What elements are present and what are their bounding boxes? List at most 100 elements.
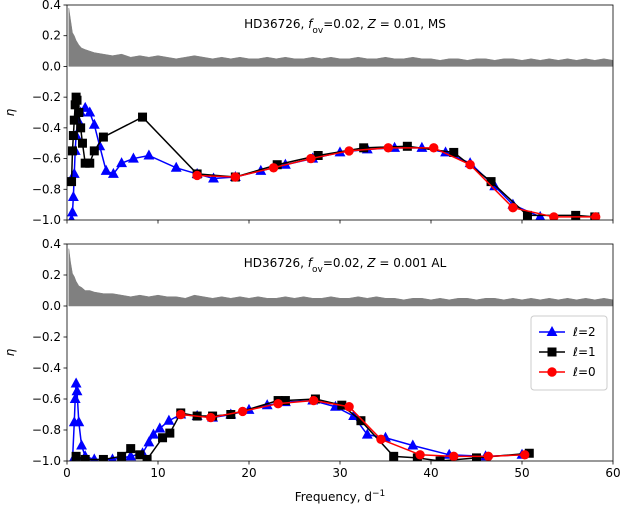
marker xyxy=(359,143,369,153)
marker xyxy=(308,395,319,406)
marker xyxy=(84,106,96,117)
marker xyxy=(88,118,100,129)
marker xyxy=(72,95,82,105)
marker xyxy=(571,210,581,220)
marker xyxy=(80,454,90,461)
plot-area xyxy=(68,248,613,461)
marker xyxy=(268,163,279,173)
legend-label: ℓ=1 xyxy=(572,345,596,359)
y-tick-label: 0.4 xyxy=(42,237,61,251)
legend-marker xyxy=(547,347,557,357)
marker xyxy=(208,172,219,183)
x-tick-label: 40 xyxy=(423,466,438,480)
x-tick-label: 60 xyxy=(605,466,620,480)
y-tick-label: 0.2 xyxy=(42,29,61,43)
marker xyxy=(344,146,354,156)
y-axis-label: η xyxy=(3,108,17,116)
marker xyxy=(483,451,494,461)
y-tick-label: −1.0 xyxy=(32,213,61,227)
marker xyxy=(520,450,530,460)
legend-label: ℓ=0 xyxy=(572,365,596,379)
annotation-part: = 0.01, MS xyxy=(376,17,446,31)
marker xyxy=(98,454,108,461)
marker xyxy=(163,414,175,425)
legend-label: ℓ=2 xyxy=(572,325,596,339)
marker xyxy=(69,115,79,125)
marker xyxy=(116,157,128,168)
y-axis-label: η xyxy=(3,348,17,356)
marker xyxy=(135,450,145,460)
marker xyxy=(67,206,78,217)
marker xyxy=(383,143,393,153)
marker xyxy=(71,451,81,461)
marker xyxy=(549,212,559,220)
marker xyxy=(376,434,386,444)
annotation: HD36726, fov=0.02, Z = 0.001 AL xyxy=(244,256,447,275)
marker xyxy=(76,123,86,133)
marker xyxy=(435,456,445,461)
annotation-part: ov xyxy=(312,265,324,275)
marker xyxy=(407,439,419,450)
marker xyxy=(127,152,139,163)
marker xyxy=(402,141,412,151)
axes-frame xyxy=(66,4,614,221)
marker xyxy=(68,131,78,141)
x-label-exponent: −1 xyxy=(372,489,385,499)
y-tick-label: −0.2 xyxy=(32,330,61,344)
marker xyxy=(74,108,84,117)
x-tick-label: 50 xyxy=(514,466,529,480)
x-tick-label: 0 xyxy=(63,466,71,480)
marker xyxy=(591,212,601,220)
marker xyxy=(429,143,439,153)
marker xyxy=(237,406,248,417)
spectrum-area xyxy=(68,248,613,307)
marker xyxy=(230,172,241,182)
legend-marker xyxy=(546,325,558,336)
y-tick-label: 0.2 xyxy=(42,268,61,282)
marker xyxy=(465,160,475,170)
y-tick-label: −0.6 xyxy=(32,152,61,166)
marker xyxy=(356,416,366,426)
marker xyxy=(107,167,119,178)
x-tick-label: 10 xyxy=(150,466,165,480)
x-axis-label: Frequency, d−1 xyxy=(295,489,386,504)
marker xyxy=(67,190,79,201)
marker xyxy=(71,385,83,396)
y-tick-label: −0.6 xyxy=(32,392,61,406)
marker xyxy=(77,138,87,148)
legend-marker xyxy=(547,367,557,377)
marker xyxy=(344,402,354,412)
marker xyxy=(522,210,532,220)
marker xyxy=(415,450,425,460)
marker xyxy=(69,392,81,403)
annotation-part: Z xyxy=(366,256,376,270)
marker xyxy=(306,153,316,164)
annotation-part: =0.02, xyxy=(323,17,367,31)
annotation-part: f xyxy=(308,256,314,270)
marker xyxy=(138,112,148,122)
y-tick-label: 0.0 xyxy=(42,299,61,313)
x-tick-label: 30 xyxy=(332,466,347,480)
marker xyxy=(68,213,75,220)
marker xyxy=(486,177,496,187)
marker xyxy=(73,416,85,427)
marker xyxy=(165,428,175,438)
annotation-part: Z xyxy=(367,17,377,31)
marker xyxy=(117,451,127,461)
y-tick-label: −0.4 xyxy=(32,361,61,375)
marker xyxy=(125,450,137,461)
marker xyxy=(361,428,373,439)
y-tick-label: −0.8 xyxy=(32,423,61,437)
marker xyxy=(273,398,283,409)
marker xyxy=(472,453,481,461)
annotation-part: HD36726, xyxy=(244,17,308,31)
marker xyxy=(100,164,112,175)
annotation-part: = 0.001 AL xyxy=(376,256,447,270)
series-line xyxy=(197,147,596,218)
series-line xyxy=(71,383,523,461)
spectrum-area xyxy=(68,8,613,67)
marker xyxy=(70,377,82,388)
x-tick-label: 20 xyxy=(241,466,256,480)
y-tick-label: −0.4 xyxy=(32,121,61,135)
